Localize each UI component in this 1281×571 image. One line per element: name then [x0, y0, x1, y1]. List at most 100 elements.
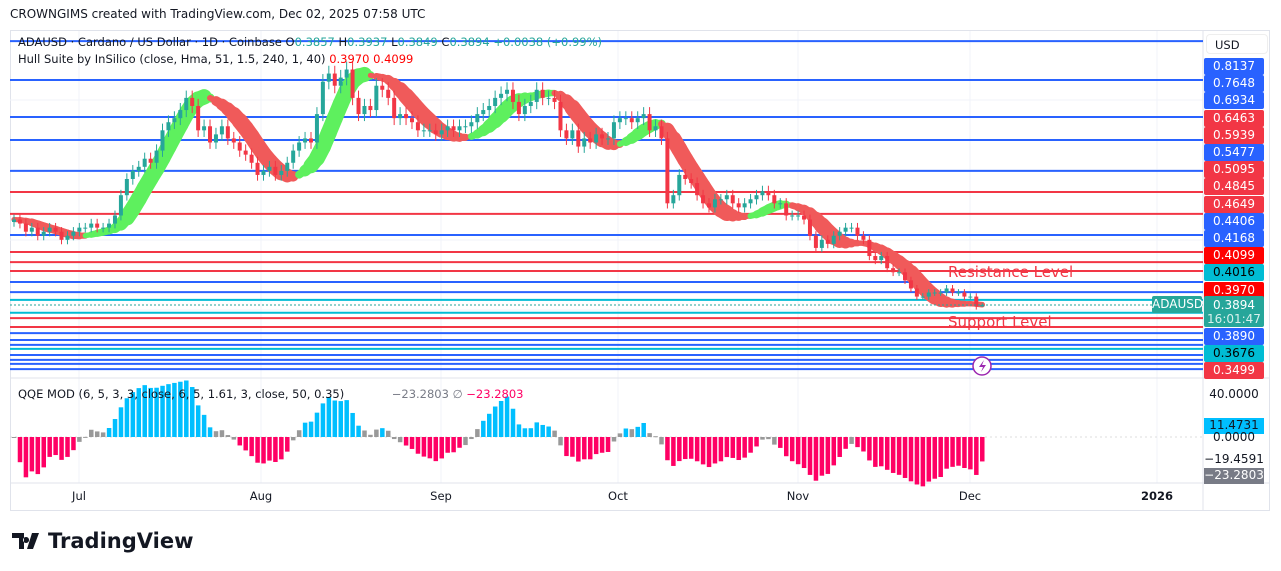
- qqe-bar: [712, 437, 718, 464]
- candle-body: [796, 215, 801, 217]
- candle-body: [17, 219, 22, 224]
- qqe-bar: [148, 387, 153, 437]
- candle-body: [249, 154, 254, 163]
- qqe-bar: [968, 437, 973, 470]
- price-label: 0.3676: [1204, 345, 1264, 362]
- price-label: 0.4845: [1204, 178, 1264, 196]
- candle-body: [926, 292, 931, 297]
- qqe-bar: [41, 437, 46, 468]
- qqe-bar: [623, 428, 629, 437]
- candle-body: [617, 118, 622, 123]
- candle-body: [47, 227, 52, 232]
- candle-body: [427, 130, 432, 132]
- tradingview-logo[interactable]: TradingView: [12, 529, 193, 553]
- candle-body: [742, 203, 747, 208]
- candle-body: [469, 122, 474, 127]
- symbol-tag: ADAUSD: [1152, 296, 1204, 313]
- candle-body: [83, 227, 88, 229]
- qqe-bar: [772, 437, 777, 445]
- qqe-bar: [932, 437, 937, 479]
- qqe-bar: [754, 437, 759, 447]
- qqe-bar: [136, 388, 142, 437]
- qqe-bar: [356, 425, 361, 437]
- qqe-bar: [106, 427, 112, 437]
- candle-body: [59, 231, 64, 240]
- qqe-bar: [386, 430, 391, 437]
- qqe-value-1: −23.2803: [391, 387, 449, 401]
- candle-body: [487, 105, 492, 111]
- qqe-bar: [801, 437, 807, 469]
- qqe-bar: [974, 437, 979, 475]
- candle-body: [611, 122, 616, 139]
- candle-body: [196, 105, 201, 131]
- currency-button[interactable]: USD: [1206, 34, 1268, 54]
- qqe-bar: [59, 437, 64, 460]
- candle-body: [540, 89, 545, 98]
- qqe-bar: [290, 437, 296, 441]
- candle-body: [190, 97, 195, 106]
- candle-body: [677, 174, 682, 196]
- qqe-bar: [837, 437, 842, 457]
- candle-body: [160, 130, 165, 151]
- candle-body: [433, 130, 438, 135]
- candle-body: [790, 215, 795, 217]
- candle-body: [671, 195, 676, 204]
- candle-body: [392, 97, 397, 119]
- candle-body: [309, 138, 313, 143]
- candle-body: [178, 110, 183, 119]
- candle-body: [968, 296, 973, 298]
- qqe-bar: [190, 387, 195, 437]
- candle-body: [558, 101, 563, 131]
- qqe-marker-1: 11.4731: [1204, 418, 1264, 434]
- qqe-bar: [326, 397, 332, 437]
- candle-body: [231, 138, 236, 143]
- qqe-bar: [540, 424, 545, 437]
- candle-body: [481, 110, 486, 115]
- candle-body: [368, 105, 373, 111]
- resistance-annotation[interactable]: Resistance Level: [948, 263, 1074, 281]
- qqe-bar: [879, 437, 884, 467]
- qqe-bar: [100, 432, 106, 437]
- candle-body: [588, 138, 593, 143]
- low-label: L: [391, 35, 398, 49]
- qqe-bar: [890, 437, 896, 473]
- qqe-bar: [926, 437, 932, 482]
- candle-body: [908, 280, 913, 289]
- qqe-bar: [510, 408, 516, 437]
- candle-body: [914, 288, 919, 297]
- price-label: 0.4099: [1204, 247, 1264, 265]
- qqe-bar: [956, 437, 961, 466]
- candle-body: [802, 215, 807, 220]
- hull-value-1: 0.3970: [329, 52, 370, 66]
- qqe-bar: [397, 437, 403, 443]
- qqe-bar: [504, 396, 510, 437]
- qqe-bar: [546, 426, 551, 437]
- candle-body: [594, 134, 599, 143]
- candle-body: [475, 114, 480, 123]
- candle-body: [623, 118, 628, 120]
- candle-body: [118, 195, 123, 216]
- qqe-bar: [950, 437, 955, 467]
- candle-body: [819, 239, 824, 248]
- qqe-bar: [421, 437, 427, 457]
- candle-body: [606, 138, 610, 140]
- candle-body: [772, 195, 777, 204]
- candle-body: [980, 304, 985, 307]
- qqe-legend[interactable]: QQE MOD (6, 5, 3, 3, close, 6, 5, 1.61, …: [18, 387, 524, 401]
- candle-body: [944, 288, 949, 293]
- candle-body: [445, 126, 450, 131]
- symbol-legend[interactable]: ADAUSD · Cardano / US Dollar · 1D · Coin…: [18, 35, 602, 49]
- qqe-bar: [83, 436, 88, 438]
- price-label: 0.5477: [1204, 144, 1264, 161]
- qqe-bar: [118, 407, 124, 437]
- qqe-bar: [89, 429, 94, 437]
- qqe-bar: [635, 426, 640, 437]
- candle-body: [124, 178, 129, 196]
- candle-body: [629, 118, 634, 123]
- hull-legend[interactable]: Hull Suite by InSilico (close, Hma, 51, …: [18, 52, 413, 66]
- candle-body: [891, 268, 896, 273]
- time-tick-oct: Oct: [608, 489, 628, 503]
- support-annotation[interactable]: Support Level: [948, 313, 1052, 331]
- qqe-bar: [730, 437, 736, 458]
